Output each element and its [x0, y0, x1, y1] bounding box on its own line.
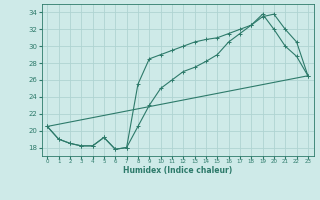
- X-axis label: Humidex (Indice chaleur): Humidex (Indice chaleur): [123, 166, 232, 175]
